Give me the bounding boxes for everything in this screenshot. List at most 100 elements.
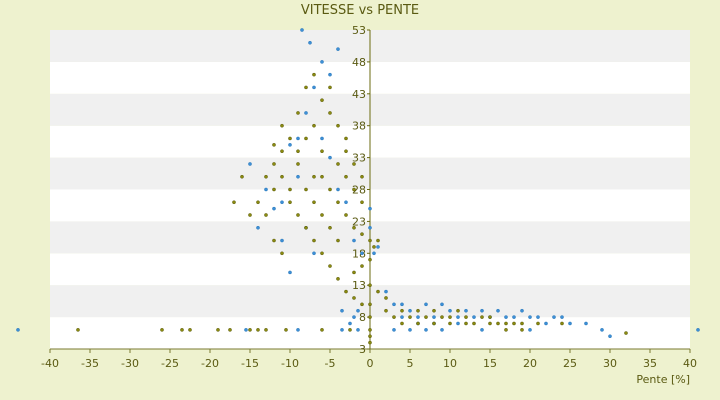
scatter-point (320, 60, 324, 64)
scatter-point (336, 277, 340, 281)
scatter-point (424, 302, 428, 307)
scatter-point (464, 315, 468, 319)
scatter-point (240, 174, 244, 179)
scatter-point (352, 315, 356, 319)
scatter-point (312, 200, 316, 205)
scatter-point (272, 162, 276, 166)
scatter-point (400, 302, 404, 307)
scatter-point (328, 85, 332, 90)
scatter-point (272, 206, 276, 211)
scatter-point (320, 213, 324, 217)
scatter-point (600, 328, 604, 332)
scatter-point (368, 340, 372, 345)
scatter-point (356, 308, 360, 313)
scatter-point (432, 321, 436, 326)
scatter-point (320, 174, 324, 179)
scatter-point (336, 200, 340, 205)
scatter-point (296, 213, 300, 217)
scatter-point (504, 315, 508, 319)
x-tick-label: 0 (367, 357, 374, 370)
scatter-point (536, 321, 540, 326)
scatter-point (544, 321, 548, 326)
y-tick-label: 28 (352, 184, 366, 197)
scatter-point (464, 321, 468, 326)
scatter-point (296, 162, 300, 166)
scatter-point (432, 315, 436, 319)
scatter-point (568, 321, 572, 326)
scatter-point (416, 308, 420, 313)
scatter-point (392, 315, 396, 319)
scatter-point (288, 143, 292, 147)
scatter-point (360, 264, 364, 268)
x-tick-label: 30 (603, 357, 617, 370)
scatter-point (304, 111, 308, 115)
scatter-point (304, 85, 308, 90)
scatter-point (360, 302, 364, 307)
scatter-point (448, 315, 452, 319)
scatter-point (76, 328, 80, 332)
scatter-point (488, 315, 492, 319)
scatter-point (368, 315, 372, 319)
scatter-point (424, 328, 428, 332)
scatter-point (356, 328, 360, 332)
scatter-point (368, 238, 372, 243)
x-tick-label: 10 (443, 357, 457, 370)
scatter-point (352, 225, 356, 230)
scatter-point (608, 334, 612, 339)
y-tick-label: 53 (352, 24, 366, 37)
scatter-point (384, 296, 388, 300)
scatter-point (296, 111, 300, 115)
scatter-point (456, 308, 460, 313)
scatter-point (584, 321, 588, 326)
scatter-point (248, 213, 252, 217)
x-axis-label: Pente [%] (636, 373, 690, 386)
scatter-point (408, 315, 412, 319)
scatter-point (440, 328, 444, 332)
scatter-point (344, 289, 348, 294)
scatter-point (496, 321, 500, 326)
scatter-point (280, 251, 284, 256)
scatter-point (368, 225, 372, 230)
scatter-point (472, 315, 476, 319)
scatter-point (464, 308, 468, 313)
y-tick-label: 38 (352, 120, 366, 133)
x-tick-label: -15 (241, 357, 259, 370)
scatter-point (448, 308, 452, 313)
x-tick-label: -20 (201, 357, 219, 370)
scatter-point (344, 149, 348, 154)
scatter-point (496, 308, 500, 313)
scatter-point (272, 187, 276, 192)
scatter-point (264, 328, 268, 332)
scatter-point (264, 187, 268, 192)
x-tick-label: 20 (523, 357, 537, 370)
scatter-point (232, 200, 236, 205)
scatter-point (244, 328, 248, 332)
scatter-point (360, 232, 364, 236)
scatter-point (352, 162, 356, 166)
scatter-point (304, 136, 308, 141)
scatter-point (360, 251, 364, 256)
scatter-point (288, 270, 292, 275)
scatter-point (344, 213, 348, 217)
scatter-point (344, 136, 348, 141)
scatter-point (440, 302, 444, 307)
x-tick-label: -40 (41, 357, 59, 370)
scatter-point (424, 315, 428, 319)
scatter-point (304, 225, 308, 230)
scatter-point (368, 334, 372, 339)
scatter-point (320, 328, 324, 332)
x-tick-label: -35 (81, 357, 99, 370)
scatter-point (528, 328, 532, 332)
scatter-point (340, 328, 344, 332)
scatter-point (336, 162, 340, 166)
scatter-point (368, 206, 372, 211)
scatter-point (336, 123, 340, 128)
scatter-point (352, 187, 356, 192)
scatter-point (352, 270, 356, 275)
x-tick-label: 5 (407, 357, 414, 370)
scatter-point (288, 187, 292, 192)
x-tick-label: -10 (281, 357, 299, 370)
scatter-point (560, 315, 564, 319)
scatter-point (408, 308, 412, 313)
